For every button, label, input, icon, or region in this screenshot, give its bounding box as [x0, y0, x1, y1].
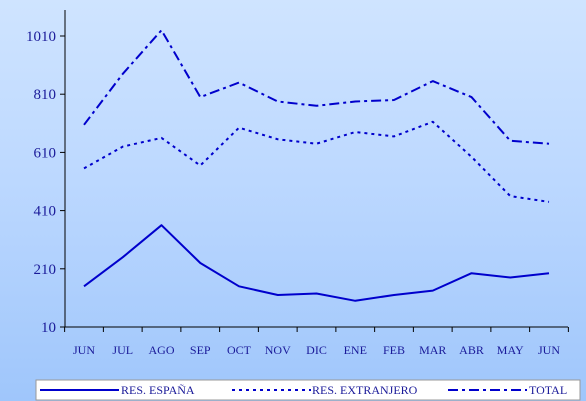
y-tick-label: 10: [41, 320, 56, 336]
legend-label-2: TOTAL: [529, 383, 567, 397]
y-tick-label: 610: [34, 145, 57, 161]
x-tick-label: MAR: [419, 343, 446, 357]
x-tick-label: JUN: [538, 343, 560, 357]
x-tick-label: ENE: [344, 343, 367, 357]
x-tick-label: JUN: [73, 343, 95, 357]
x-tick-label: ABR: [459, 343, 484, 357]
legend-box: [35, 379, 581, 401]
y-tick-label: 410: [34, 204, 57, 220]
x-tick-label: OCT: [227, 343, 252, 357]
series-line-0: [83, 224, 550, 302]
x-tick-label: SEP: [190, 343, 211, 357]
x-tick-label: DIC: [306, 343, 327, 357]
series-line-1: [83, 120, 550, 203]
series-line-2: [83, 29, 550, 145]
y-tick-label: 810: [34, 87, 57, 103]
legend-label-0: RES. ESPAÑA: [121, 383, 195, 397]
x-tick-label: FEB: [383, 343, 405, 357]
x-tick-label: JUL: [112, 343, 133, 357]
y-tick-label: 210: [34, 262, 57, 278]
legend-label-1: RES. EXTRANJERO: [312, 383, 418, 397]
y-tick-label: 1010: [26, 29, 56, 45]
x-tick-label: MAY: [497, 343, 524, 357]
x-tick-label: AGO: [149, 343, 175, 357]
x-tick-label: NOV: [265, 343, 291, 357]
